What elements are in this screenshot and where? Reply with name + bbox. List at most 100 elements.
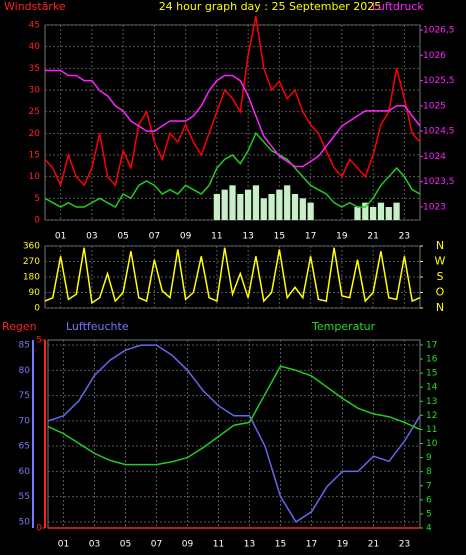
y-tick-label: 360 [23, 242, 40, 252]
bar [291, 194, 299, 220]
bar [229, 185, 236, 220]
x-tick-label: 17 [306, 540, 317, 550]
y2-tick-label: 1025,5 [423, 76, 455, 86]
y2-tick-label: 1023,5 [423, 177, 455, 187]
x-tick-label: 05 [120, 540, 131, 550]
y2-tick-label: 17 [426, 340, 437, 350]
y2-tick-label: 1024 [423, 152, 446, 162]
y-tick-label: 85 [19, 341, 30, 351]
bar [221, 189, 228, 220]
x-tick-label: 15 [275, 540, 286, 550]
y2-tick-label: N [436, 239, 444, 252]
y-tick-label: 45 [29, 21, 40, 31]
bar [237, 194, 244, 220]
x-tick-label: 15 [274, 232, 285, 242]
y3-tick-label: 5 [36, 336, 42, 346]
rain-axis-title: Regen [2, 320, 37, 333]
y2-tick-label: 4 [426, 524, 432, 534]
bar [245, 189, 252, 220]
bar [252, 185, 260, 220]
bar [385, 207, 392, 220]
y2-tick-label: 13 [426, 397, 437, 407]
x-tick-label: 01 [58, 540, 69, 550]
humidity-axis-title: Luftfeuchte [66, 320, 129, 333]
y-tick-label: 90 [29, 288, 41, 298]
y-tick-label: 80 [19, 366, 31, 376]
y-tick-label: 70 [19, 416, 31, 426]
x-tick-label: 03 [86, 232, 97, 242]
series-line [44, 16, 421, 188]
y2-tick-label: 14 [426, 383, 438, 393]
y-tick-label: 270 [23, 257, 40, 267]
series-line [47, 365, 421, 466]
bar [284, 185, 291, 220]
y2-tick-label: 11 [426, 425, 437, 435]
y2-tick-label: 1023 [423, 202, 446, 212]
y2-tick-label: 10 [426, 439, 438, 449]
x-tick-label: 13 [242, 232, 253, 242]
y2-tick-label: 16 [426, 355, 438, 365]
y2-tick-label: 8 [426, 467, 432, 477]
x-tick-label: 11 [211, 232, 222, 242]
y2-tick-label: 5 [426, 509, 432, 519]
y2-tick-label: 9 [426, 453, 432, 463]
x-tick-label: 07 [149, 232, 160, 242]
y2-tick-label: 12 [426, 411, 437, 421]
temperature-axis-title: Temperatur [311, 320, 376, 333]
x-tick-label: 03 [89, 540, 100, 550]
y2-tick-label: O [436, 286, 445, 299]
y-tick-label: 55 [19, 492, 30, 502]
y-tick-label: 15 [29, 151, 40, 161]
pressure-axis-title: Luftdruck [372, 0, 424, 13]
series-line [47, 344, 421, 523]
y-tick-label: 75 [19, 391, 30, 401]
x-tick-label: 09 [180, 232, 192, 242]
y2-tick-label: 15 [426, 369, 437, 379]
wind-axis-title: Windstärke [4, 0, 66, 13]
bar [268, 194, 275, 220]
series-line [44, 247, 421, 305]
y-tick-label: 180 [23, 273, 40, 283]
y-tick-label: 10 [29, 172, 41, 182]
y2-tick-label: S [437, 270, 444, 283]
y3-tick-label: 0 [36, 524, 42, 534]
y2-tick-label: N [436, 301, 444, 314]
series-line [45, 69, 421, 168]
y-tick-label: 50 [19, 517, 31, 527]
y-tick-label: 35 [29, 64, 40, 74]
bar [299, 198, 306, 220]
y2-tick-label: 7 [426, 481, 432, 491]
x-tick-label: 07 [151, 540, 162, 550]
y2-tick-label: 1025 [423, 101, 446, 111]
x-tick-label: 09 [182, 540, 194, 550]
y2-tick-label: 1026,5 [423, 26, 455, 36]
bar [370, 207, 377, 220]
y-tick-label: 0 [34, 304, 40, 314]
bar [213, 194, 220, 220]
bar [354, 207, 361, 220]
x-tick-label: 23 [399, 232, 410, 242]
series-line [44, 131, 421, 209]
y-tick-label: 40 [29, 42, 41, 52]
y2-tick-label: W [435, 255, 446, 268]
y2-tick-label: 1024,5 [423, 127, 455, 137]
bar [377, 202, 385, 220]
y2-tick-label: 6 [426, 495, 432, 505]
x-tick-label: 21 [367, 232, 378, 242]
x-tick-label: 01 [55, 232, 66, 242]
chart-title: 24 hour graph day : 25 September 2025 [159, 0, 382, 13]
x-tick-label: 13 [244, 540, 255, 550]
bar [362, 202, 369, 220]
y-tick-label: 0 [34, 216, 40, 226]
bar [260, 198, 267, 220]
x-tick-label: 21 [368, 540, 379, 550]
y-tick-label: 65 [19, 442, 30, 452]
x-tick-label: 23 [399, 540, 410, 550]
x-tick-label: 19 [337, 540, 349, 550]
bar [276, 189, 283, 220]
plot-frame [47, 339, 421, 529]
y-tick-label: 60 [19, 467, 31, 477]
y-tick-label: 25 [29, 107, 40, 117]
y-tick-label: 5 [34, 194, 40, 204]
